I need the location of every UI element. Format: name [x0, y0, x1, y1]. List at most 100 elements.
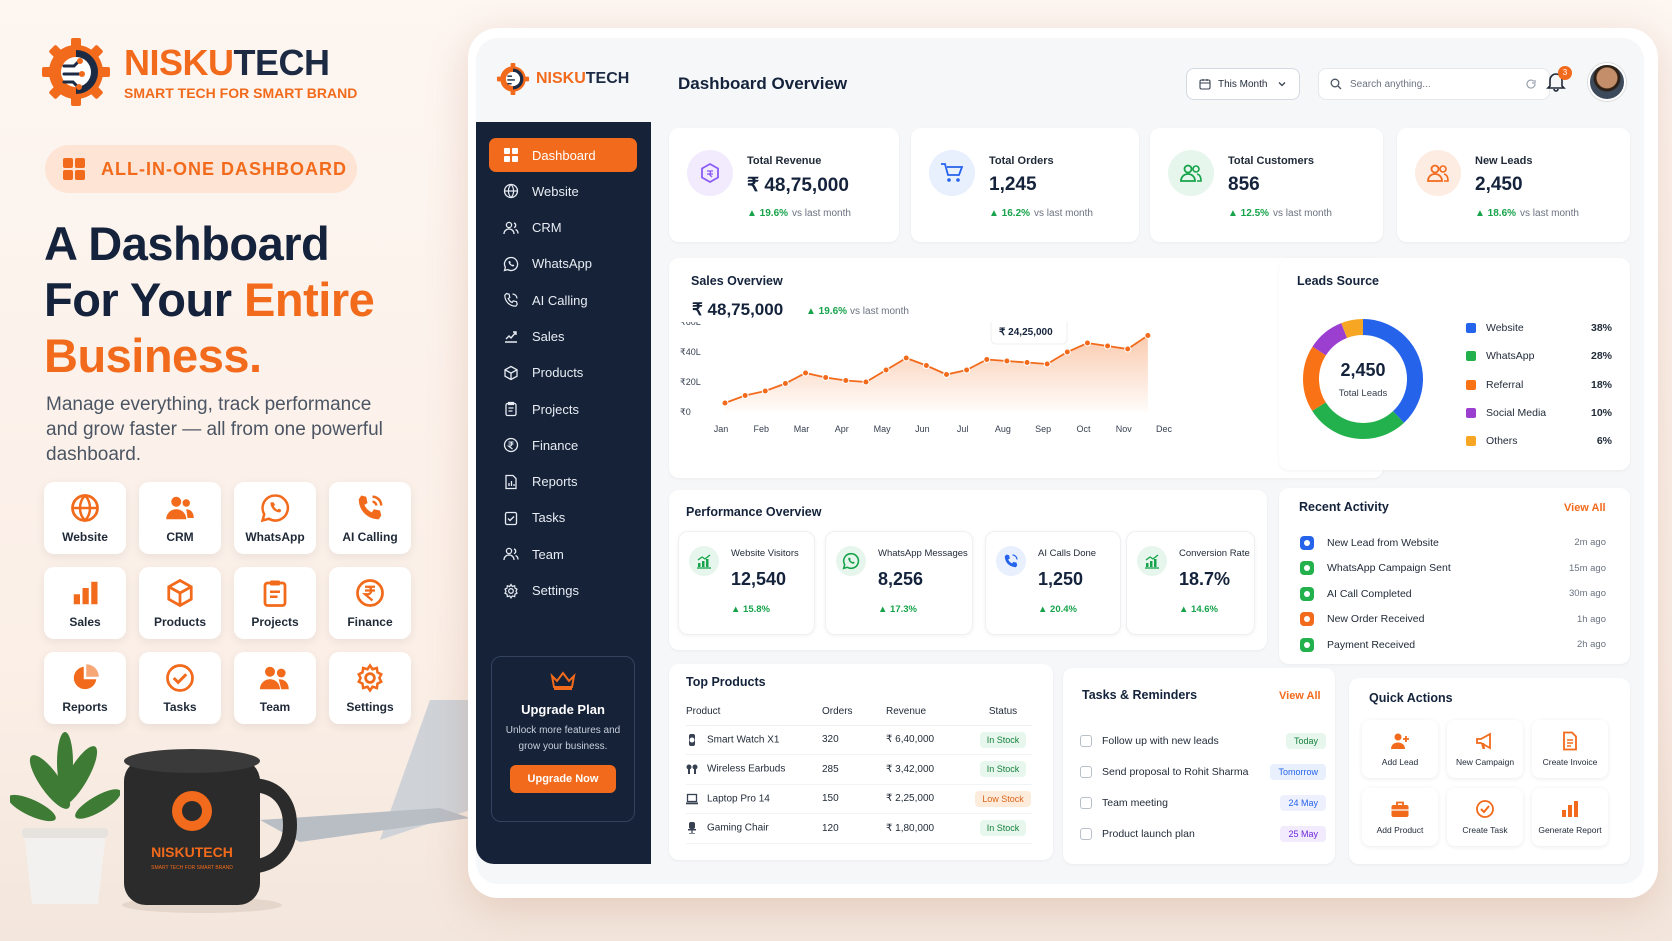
list-item[interactable]: Team meeting 24 May: [1080, 787, 1326, 818]
donut-center-label: Total Leads: [1338, 388, 1388, 399]
sales-point[interactable]: [922, 362, 930, 369]
perf-card-website-visitors[interactable]: Website Visitors 12,540 ▲ 15.8%: [678, 531, 815, 635]
sales-point[interactable]: [943, 371, 950, 378]
sales-point[interactable]: [781, 380, 789, 387]
sales-point[interactable]: [1063, 348, 1071, 356]
sidebar-item-sales[interactable]: Sales: [489, 319, 637, 353]
table-row[interactable]: Laptop Pro 14 150 ₹ 2,25,000 Low Stock: [686, 784, 1032, 814]
sales-point[interactable]: [822, 374, 830, 381]
sales-point[interactable]: [1124, 345, 1132, 353]
stat-card-new-leads[interactable]: New Leads 2,450 ▲ 18.6% vs last month: [1397, 128, 1630, 242]
add-lead-button[interactable]: Add Lead: [1362, 720, 1438, 778]
tile-team[interactable]: Team: [234, 652, 316, 724]
leads-donut-chart[interactable]: [1297, 313, 1429, 445]
list-item[interactable]: Send proposal to Rohit Sharma Tomorrow: [1080, 756, 1326, 787]
tasks-view-all-link[interactable]: View All: [1279, 690, 1321, 702]
list-item[interactable]: AI Call Completed 30m ago: [1300, 581, 1606, 607]
add-product-button[interactable]: Add Product: [1362, 788, 1438, 846]
laptop-icon: [686, 793, 698, 805]
perf-card-conversion-rate[interactable]: Conversion Rate 18.7% ▲ 14.6%: [1126, 531, 1255, 635]
stat-card-total-revenue[interactable]: Total Revenue ₹ 48,75,000 ▲ 19.6% vs last…: [669, 128, 899, 242]
sidebar-item-products[interactable]: Products: [489, 356, 637, 390]
sales-point[interactable]: [1083, 339, 1091, 347]
perf-card-whatsapp-messages[interactable]: WhatsApp Messages 8,256 ▲ 17.3%: [825, 531, 973, 635]
sales-point[interactable]: [862, 378, 870, 386]
sidebar-item-tasks[interactable]: Tasks: [489, 501, 637, 535]
sales-point[interactable]: [882, 366, 890, 374]
task-checkbox[interactable]: [1080, 827, 1092, 840]
sidebar-item-crm[interactable]: CRM: [489, 211, 637, 245]
stat-change: ▲ 19.6% vs last month: [747, 208, 851, 219]
sales-point[interactable]: [1043, 360, 1051, 368]
sales-point[interactable]: [761, 387, 769, 395]
avatar[interactable]: [1588, 63, 1626, 101]
sales-line-chart[interactable]: ₹60L ₹40L ₹20L ₹0 Jan Feb Mar Apr May Jun Jul Aug Se…: [680, 322, 1250, 470]
create-task-button[interactable]: Create Task: [1447, 788, 1523, 846]
phone-icon: [996, 546, 1026, 576]
list-item[interactable]: WhatsApp Campaign Sent 15m ago: [1300, 556, 1606, 582]
stat-card-total-customers[interactable]: Total Customers 856 ▲ 12.5% vs last month: [1150, 128, 1383, 242]
search-input[interactable]: Search anything...: [1318, 68, 1550, 100]
check-circle-icon: [166, 663, 194, 692]
create-invoice-button[interactable]: Create Invoice: [1532, 720, 1608, 778]
sidebar-item-finance[interactable]: Finance: [489, 428, 637, 462]
sales-point[interactable]: [1023, 359, 1031, 366]
sales-point[interactable]: [902, 354, 910, 362]
list-item[interactable]: New Order Received 1h ago: [1300, 607, 1606, 633]
list-item[interactable]: Payment Received 2h ago: [1300, 632, 1606, 658]
sidebar-item-reports[interactable]: Reports: [489, 465, 637, 499]
sidebar-item-projects[interactable]: Projects: [489, 392, 637, 426]
box-icon: [167, 578, 193, 607]
donut-slice[interactable]: [1303, 319, 1423, 439]
tile-sales[interactable]: Sales: [44, 567, 126, 639]
tile-projects[interactable]: Projects: [234, 567, 316, 639]
new-campaign-button[interactable]: New Campaign: [1447, 720, 1523, 778]
table-row[interactable]: Smart Watch X1 320 ₹ 6,40,000 In Stock: [686, 725, 1032, 755]
tile-products[interactable]: Products: [139, 567, 221, 639]
list-item[interactable]: Follow up with new leads Today: [1080, 725, 1326, 756]
gear-icon: [504, 582, 518, 599]
sales-point[interactable]: [1144, 332, 1152, 339]
donut-slice[interactable]: [1303, 319, 1423, 439]
sales-point[interactable]: [842, 377, 850, 384]
task-checkbox[interactable]: [1080, 796, 1092, 809]
sidebar-item-dashboard[interactable]: Dashboard: [489, 138, 637, 172]
tile-website[interactable]: Website: [44, 482, 126, 554]
tile-crm[interactable]: CRM: [139, 482, 221, 554]
tile-tasks[interactable]: Tasks: [139, 652, 221, 724]
list-item[interactable]: Product launch plan 25 May: [1080, 818, 1326, 849]
tile-reports[interactable]: Reports: [44, 652, 126, 724]
sidebar-item-whatsapp[interactable]: WhatsApp: [489, 247, 637, 281]
perf-card-ai-calls[interactable]: AI Calls Done 1,250 ▲ 20.4%: [985, 531, 1121, 635]
refresh-icon[interactable]: [1525, 78, 1537, 90]
generate-report-button[interactable]: Generate Report: [1532, 788, 1608, 846]
sales-point[interactable]: [721, 399, 729, 407]
stat-card-total-orders[interactable]: Total Orders 1,245 ▲ 16.2% vs last month: [911, 128, 1139, 242]
tile-whatsapp[interactable]: WhatsApp: [234, 482, 316, 554]
sidebar-item-label: WhatsApp: [532, 256, 592, 272]
sales-point[interactable]: [1104, 342, 1112, 350]
task-checkbox[interactable]: [1080, 765, 1092, 778]
sales-point[interactable]: [963, 366, 971, 374]
sidebar-item-team[interactable]: Team: [489, 537, 637, 571]
sales-point[interactable]: [741, 392, 749, 399]
sidebar-item-ai-calling[interactable]: AI Calling: [489, 283, 637, 317]
x-tick-label: Aug: [995, 424, 1011, 434]
tile-ai-calling[interactable]: AI Calling: [329, 482, 411, 554]
tile-settings[interactable]: Settings: [329, 652, 411, 724]
tile-finance[interactable]: Finance: [329, 567, 411, 639]
task-checkbox[interactable]: [1080, 734, 1092, 747]
sidebar-item-website[interactable]: Website: [489, 174, 637, 208]
sales-point[interactable]: [802, 369, 810, 377]
date-filter-dropdown[interactable]: This Month: [1186, 68, 1300, 100]
sidebar-item-settings[interactable]: Settings: [489, 574, 637, 608]
upgrade-now-button[interactable]: Upgrade Now: [509, 765, 617, 793]
sales-point[interactable]: [983, 356, 991, 363]
activity-view-all-link[interactable]: View All: [1564, 502, 1606, 514]
table-row[interactable]: Gaming Chair 120 ₹ 1,80,000 In Stock: [686, 813, 1032, 844]
app-logo[interactable]: NISKUTECH: [496, 62, 629, 96]
list-item[interactable]: New Lead from Website 2m ago: [1300, 530, 1606, 556]
donut-slice[interactable]: [1303, 319, 1423, 439]
table-row[interactable]: Wireless Earbuds 285 ₹ 3,42,000 In Stock: [686, 754, 1032, 785]
sales-point[interactable]: [1003, 357, 1011, 365]
